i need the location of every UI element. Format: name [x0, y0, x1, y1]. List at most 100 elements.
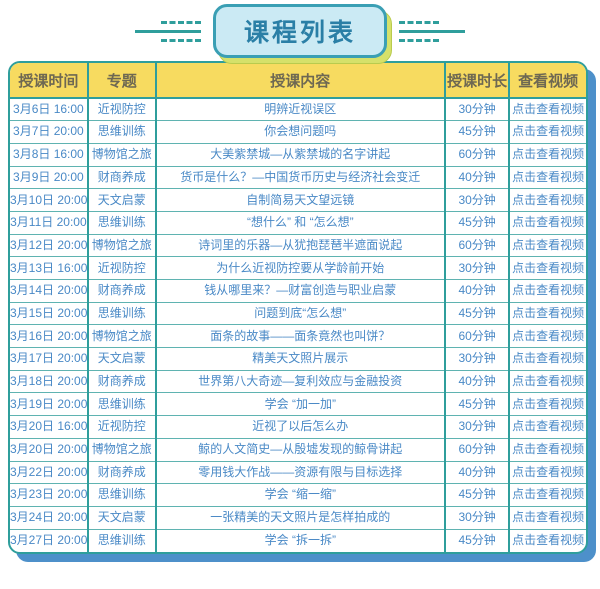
course-topic: 财商养成 [86, 369, 156, 393]
course-duration: 45分钟 [443, 483, 510, 507]
course-time: 3月20日 16:00 [10, 415, 88, 439]
table-row: 3月7日 20:00 思维训练 你会想问题吗 45分钟 点击查看视频 [10, 120, 586, 144]
course-duration: 60分钟 [443, 142, 510, 167]
course-topic: 近视防控 [86, 256, 156, 280]
course-content: 钱从哪里来？—财富创造与职业启蒙 [154, 279, 445, 303]
course-time: 3月19日 20:00 [10, 392, 88, 416]
course-content: 明辨近视误区 [154, 98, 445, 121]
header-content: 授课内容 [154, 63, 445, 99]
view-video-link[interactable]: 点击查看视频 [508, 483, 586, 507]
view-video-link[interactable]: 点击查看视频 [508, 98, 586, 121]
view-video-link[interactable]: 点击查看视频 [508, 165, 586, 189]
course-time: 3月13日 16:00 [10, 256, 88, 280]
course-topic: 博物馆之旅 [86, 233, 156, 257]
view-video-link[interactable]: 点击查看视频 [508, 142, 586, 167]
course-time: 3月17日 20:00 [10, 347, 88, 371]
course-duration: 60分钟 [443, 437, 510, 461]
table-row: 3月19日 20:00 思维训练 学会 “加一加” 45分钟 点击查看视频 [10, 392, 586, 416]
course-time: 3月9日 20:00 [10, 165, 88, 189]
course-time: 3月22日 20:00 [10, 460, 88, 484]
course-content: 你会想问题吗 [154, 120, 445, 144]
course-topic: 博物馆之旅 [86, 142, 156, 167]
dash-line [160, 20, 201, 24]
table-row: 3月27日 20:00 思维训练 学会 “拆一拆” 45分钟 点击查看视频 [10, 528, 586, 552]
page-title-banner: 课程列表 [0, 0, 600, 64]
course-content: 自制简易天文望远镜 [154, 188, 445, 212]
course-duration: 45分钟 [443, 528, 510, 552]
course-topic: 博物馆之旅 [86, 324, 156, 348]
view-video-link[interactable]: 点击查看视频 [508, 528, 586, 552]
view-video-link[interactable]: 点击查看视频 [508, 301, 586, 325]
view-video-link[interactable]: 点击查看视频 [508, 256, 586, 280]
view-video-link[interactable]: 点击查看视频 [508, 437, 586, 461]
course-time: 3月20日 20:00 [10, 437, 88, 461]
course-content: 诗词里的乐器—从犹抱琵琶半遮面说起 [154, 233, 445, 257]
course-duration: 60分钟 [443, 233, 510, 257]
course-time: 3月12日 20:00 [10, 233, 88, 257]
view-video-link[interactable]: 点击查看视频 [508, 233, 586, 257]
course-topic: 思维训练 [86, 301, 156, 325]
course-content: 问题到底“怎么想” [154, 301, 445, 325]
table-row: 3月11日 20:00 思维训练 “想什么” 和 “怎么想” 45分钟 点击查看… [10, 210, 586, 235]
dash-line [399, 20, 439, 24]
table-row: 3月20日 20:00 博物馆之旅 鲸的人文简史—从殷墟发现的鲸骨讲起 60分钟… [10, 437, 586, 461]
dash-line [399, 29, 465, 33]
course-duration: 30分钟 [443, 347, 510, 371]
course-topic: 天文启蒙 [86, 505, 156, 530]
course-time: 3月23日 20:00 [10, 483, 88, 507]
course-topic: 财商养成 [86, 165, 156, 189]
header-time: 授课时间 [10, 63, 88, 99]
course-time: 3月27日 20:00 [10, 528, 88, 552]
course-time: 3月10日 20:00 [10, 188, 88, 212]
course-table-body: 3月6日 16:00 近视防控 明辨近视误区 30分钟 点击查看视频 3月7日 … [10, 98, 586, 552]
view-video-link[interactable]: 点击查看视频 [508, 369, 586, 393]
course-duration: 60分钟 [443, 324, 510, 348]
view-video-link[interactable]: 点击查看视频 [508, 279, 586, 303]
course-content: 学会 “加一加” [154, 392, 445, 416]
course-duration: 45分钟 [443, 392, 510, 416]
view-video-link[interactable]: 点击查看视频 [508, 188, 586, 212]
dash-line [160, 38, 201, 42]
course-time: 3月8日 16:00 [10, 142, 88, 167]
table-row: 3月22日 20:00 财商养成 零用钱大作战——资源有限与目标选择 40分钟 … [10, 460, 586, 484]
header-duration: 授课时长 [443, 63, 510, 99]
table-row: 3月14日 20:00 财商养成 钱从哪里来？—财富创造与职业启蒙 40分钟 点… [10, 279, 586, 303]
course-topic: 思维训练 [86, 120, 156, 144]
course-table: 授课时间 专题 授课内容 授课时长 查看视频 3月6日 16:00 近视防控 明… [10, 63, 586, 552]
table-row: 3月10日 20:00 天文启蒙 自制简易天文望远镜 30分钟 点击查看视频 [10, 188, 586, 212]
table-row: 3月13日 16:00 近视防控 为什么近视防控要从学龄前开始 30分钟 点击查… [10, 256, 586, 280]
course-topic: 思维训练 [86, 210, 156, 235]
course-content: 鲸的人文简史—从殷墟发现的鲸骨讲起 [154, 437, 445, 461]
course-content: 一张精美的天文照片是怎样拍成的 [154, 505, 445, 530]
header-topic: 专题 [86, 63, 156, 99]
course-duration: 40分钟 [443, 165, 510, 189]
table-row: 3月23日 20:00 思维训练 学会 “缩一缩” 45分钟 点击查看视频 [10, 483, 586, 507]
course-duration: 40分钟 [443, 460, 510, 484]
course-duration: 30分钟 [443, 256, 510, 280]
course-content: 面条的故事——面条竟然也叫饼？ [154, 324, 445, 348]
course-topic: 思维训练 [86, 483, 156, 507]
view-video-link[interactable]: 点击查看视频 [508, 505, 586, 530]
table-row: 3月17日 20:00 天文启蒙 精美天文照片展示 30分钟 点击查看视频 [10, 347, 586, 371]
view-video-link[interactable]: 点击查看视频 [508, 324, 586, 348]
table-row: 3月8日 16:00 博物馆之旅 大美紫禁城—从紫禁城的名字讲起 60分钟 点击… [10, 142, 586, 167]
course-time: 3月7日 20:00 [10, 120, 88, 144]
course-content: “想什么” 和 “怎么想” [154, 210, 445, 235]
table-row: 3月16日 20:00 博物馆之旅 面条的故事——面条竟然也叫饼？ 60分钟 点… [10, 324, 586, 348]
view-video-link[interactable]: 点击查看视频 [508, 460, 586, 484]
course-time: 3月18日 20:00 [10, 369, 88, 393]
view-video-link[interactable]: 点击查看视频 [508, 392, 586, 416]
header-video: 查看视频 [508, 63, 586, 99]
view-video-link[interactable]: 点击查看视频 [508, 347, 586, 371]
view-video-link[interactable]: 点击查看视频 [508, 120, 586, 144]
course-duration: 40分钟 [443, 279, 510, 303]
course-content: 世界第八大奇迹—复利效应与金融投资 [154, 369, 445, 393]
course-time: 3月16日 20:00 [10, 324, 88, 348]
course-topic: 天文启蒙 [86, 188, 156, 212]
page-title: 课程列表 [212, 4, 387, 58]
title-decoration-right [399, 20, 465, 42]
course-time: 3月24日 20:00 [10, 505, 88, 530]
view-video-link[interactable]: 点击查看视频 [508, 415, 586, 439]
table-row: 3月24日 20:00 天文启蒙 一张精美的天文照片是怎样拍成的 30分钟 点击… [10, 505, 586, 530]
view-video-link[interactable]: 点击查看视频 [508, 210, 586, 235]
